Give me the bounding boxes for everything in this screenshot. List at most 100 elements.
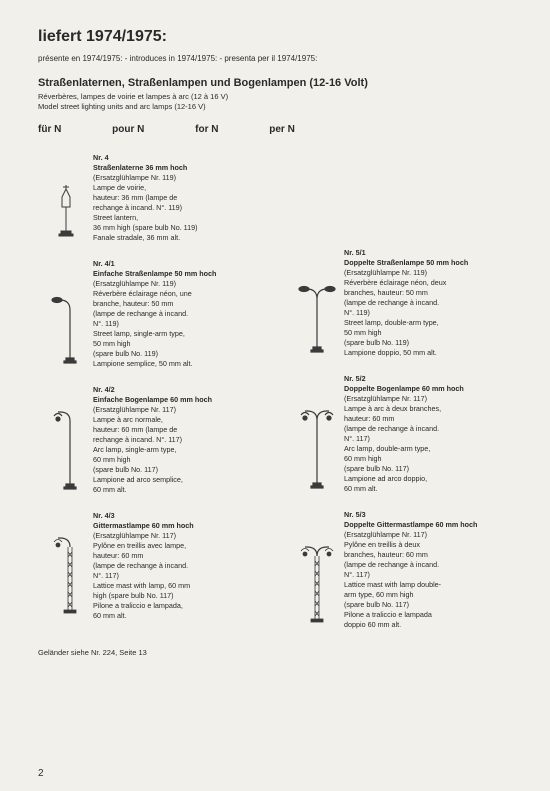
product-line: Fanale stradale, 36 mm alt. <box>93 233 269 242</box>
product-4-2: Nr. 4/2 Einfache Bogenlampe 60 mm hoch (… <box>38 385 269 495</box>
product-lines: (Ersatzglühlampe Nr. 119)Réverbère éclai… <box>344 268 520 357</box>
lamp-icon-single-arm <box>38 259 93 369</box>
product-text: Nr. 4/2 Einfache Bogenlampe 60 mm hoch (… <box>93 385 269 495</box>
product-nr: Nr. 4 <box>93 153 269 162</box>
product-text: Nr. 4/1 Einfache Straßenlampe 50 mm hoch… <box>93 259 269 369</box>
products-col-left: Nr. 4 Straßenlaterne 36 mm hoch (Ersatzg… <box>38 153 279 646</box>
product-title: Doppelte Bogenlampe 60 mm hoch <box>344 384 520 393</box>
product-nr: Nr. 5/2 <box>344 374 520 383</box>
product-line: hauteur: 60 mm (lampe de <box>93 425 269 434</box>
product-line: Lattice mast with lamp, 60 mm <box>93 581 269 590</box>
product-line: arm type, 60 mm high <box>344 590 520 599</box>
page-number: 2 <box>38 768 44 779</box>
product-line: branche, hauteur: 50 mm <box>93 299 269 308</box>
product-line: rechange à incand. N°. 117) <box>93 435 269 444</box>
product-line: Lampione doppio, 50 mm alt. <box>344 348 520 357</box>
product-title: Doppelte Gittermastlampe 60 mm hoch <box>344 520 520 529</box>
product-text: Nr. 5/2 Doppelte Bogenlampe 60 mm hoch (… <box>344 374 520 494</box>
section-sub: Réverbères, lampes de voirie et lampes à… <box>38 92 520 112</box>
product-line: 50 mm high <box>93 339 269 348</box>
product-line: Lampione semplice, 50 mm alt. <box>93 359 269 368</box>
product-line: Réverbère éclairage néon, deux <box>344 278 520 287</box>
product-line: 60 mm alt. <box>93 485 269 494</box>
product-line: (spare bulb No. 119) <box>344 338 520 347</box>
product-line: (lampe de rechange à incand. <box>93 561 269 570</box>
product-text: Nr. 4 Straßenlaterne 36 mm hoch (Ersatzg… <box>93 153 269 243</box>
product-text: Nr. 4/3 Gittermastlampe 60 mm hoch (Ersa… <box>93 511 269 621</box>
page-title: liefert 1974/1975: <box>38 28 520 46</box>
product-line: Lampe de voirie, <box>93 183 269 192</box>
product-5-1: Nr. 5/1 Doppelte Straßenlampe 50 mm hoch… <box>289 248 520 358</box>
product-title: Einfache Straßenlampe 50 mm hoch <box>93 269 269 278</box>
product-line: (Ersatzglühlampe Nr. 117) <box>344 530 520 539</box>
product-line: Lampione ad arco doppio, <box>344 474 520 483</box>
product-line: Street lamp, double-arm type, <box>344 318 520 327</box>
product-line: Street lantern, <box>93 213 269 222</box>
lamp-icon-double-arc <box>289 374 344 494</box>
product-line: Lampe à arc à deux branches, <box>344 404 520 413</box>
product-line: (Ersatzglühlampe Nr. 117) <box>93 405 269 414</box>
lamp-icon-double-arm <box>289 248 344 358</box>
product-line: 60 mm high <box>344 454 520 463</box>
product-text: Nr. 5/1 Doppelte Straßenlampe 50 mm hoch… <box>344 248 520 358</box>
product-line: (lampe de rechange à incand. <box>344 424 520 433</box>
scale-en: for N <box>195 124 218 135</box>
product-title: Doppelte Straßenlampe 50 mm hoch <box>344 258 520 267</box>
product-line: high (spare bulb No. 117) <box>93 591 269 600</box>
product-line: Pilone a traliccio e lampada, <box>93 601 269 610</box>
product-line: N°. 117) <box>344 570 520 579</box>
product-line: Réverbère éclairage néon, une <box>93 289 269 298</box>
product-line: (Ersatzglühlampe Nr. 117) <box>344 394 520 403</box>
product-line: 50 mm high <box>344 328 520 337</box>
product-title: Gittermastlampe 60 mm hoch <box>93 521 269 530</box>
product-lines: (Ersatzglühlampe Nr. 119)Réverbère éclai… <box>93 279 269 368</box>
product-lines: (Ersatzglühlampe Nr. 117)Pylône en treil… <box>344 530 520 629</box>
scale-fr: pour N <box>112 124 144 135</box>
product-line: Pilone a traliccio e lampada <box>344 610 520 619</box>
footer-note: Geländer siehe Nr. 224, Seite 13 <box>38 648 520 657</box>
product-line: Arc lamp, single-arm type, <box>93 445 269 454</box>
product-4: Nr. 4 Straßenlaterne 36 mm hoch (Ersatzg… <box>38 153 269 243</box>
product-line: branches, hauteur: 60 mm <box>344 550 520 559</box>
product-line: Lampe à arc normale, <box>93 415 269 424</box>
product-5-3: Nr. 5/3 Doppelte Gittermastlampe 60 mm h… <box>289 510 520 630</box>
product-line: hauteur: 60 mm <box>344 414 520 423</box>
product-nr: Nr. 4/3 <box>93 511 269 520</box>
product-line: N°. 119) <box>93 319 269 328</box>
product-line: (spare bulb No. 117) <box>344 464 520 473</box>
lamp-icon-lantern <box>38 153 93 243</box>
product-line: (spare bulb No. 119) <box>93 349 269 358</box>
product-line: N°. 119) <box>344 308 520 317</box>
product-lines: (Ersatzglühlampe Nr. 117)Lampe à arc nor… <box>93 405 269 494</box>
product-line: (lampe de rechange à incand. <box>344 560 520 569</box>
product-lines: (Ersatzglühlampe Nr. 119)Lampe de voirie… <box>93 173 269 242</box>
product-line: (spare bulb No. 117) <box>93 465 269 474</box>
product-line: N°. 117) <box>344 434 520 443</box>
scale-de: für N <box>38 124 61 135</box>
product-line: Pylône en treillis avec lampe, <box>93 541 269 550</box>
product-nr: Nr. 4/2 <box>93 385 269 394</box>
product-line: (Ersatzglühlampe Nr. 117) <box>93 531 269 540</box>
product-4-3: Nr. 4/3 Gittermastlampe 60 mm hoch (Ersa… <box>38 511 269 621</box>
scale-it: per N <box>269 124 295 135</box>
product-5-2: Nr. 5/2 Doppelte Bogenlampe 60 mm hoch (… <box>289 374 520 494</box>
product-nr: Nr. 4/1 <box>93 259 269 268</box>
product-line: doppio 60 mm alt. <box>344 620 520 629</box>
product-text: Nr. 5/3 Doppelte Gittermastlampe 60 mm h… <box>344 510 520 630</box>
section-sub-fr: Réverbères, lampes de voirie et lampes à… <box>38 92 520 102</box>
lamp-icon-single-arc <box>38 385 93 495</box>
spacer <box>289 153 520 248</box>
product-line: Lattice mast with lamp double- <box>344 580 520 589</box>
product-lines: (Ersatzglühlampe Nr. 117)Pylône en treil… <box>93 531 269 620</box>
product-line: (spare bulb No. 117) <box>344 600 520 609</box>
product-line: Lampione ad arco semplice, <box>93 475 269 484</box>
product-line: 36 mm high (spare bulb No. 119) <box>93 223 269 232</box>
products-col-right: Nr. 5/1 Doppelte Straßenlampe 50 mm hoch… <box>279 153 520 646</box>
product-line: branches, hauteur: 50 mm <box>344 288 520 297</box>
product-line: (lampe de rechange à incand. <box>93 309 269 318</box>
product-line: hauteur: 36 mm (lampe de <box>93 193 269 202</box>
product-nr: Nr. 5/3 <box>344 510 520 519</box>
scale-row: für N pour N for N per N <box>38 124 520 135</box>
product-title: Straßenlaterne 36 mm hoch <box>93 163 269 172</box>
product-line: Pylône en treillis à deux <box>344 540 520 549</box>
